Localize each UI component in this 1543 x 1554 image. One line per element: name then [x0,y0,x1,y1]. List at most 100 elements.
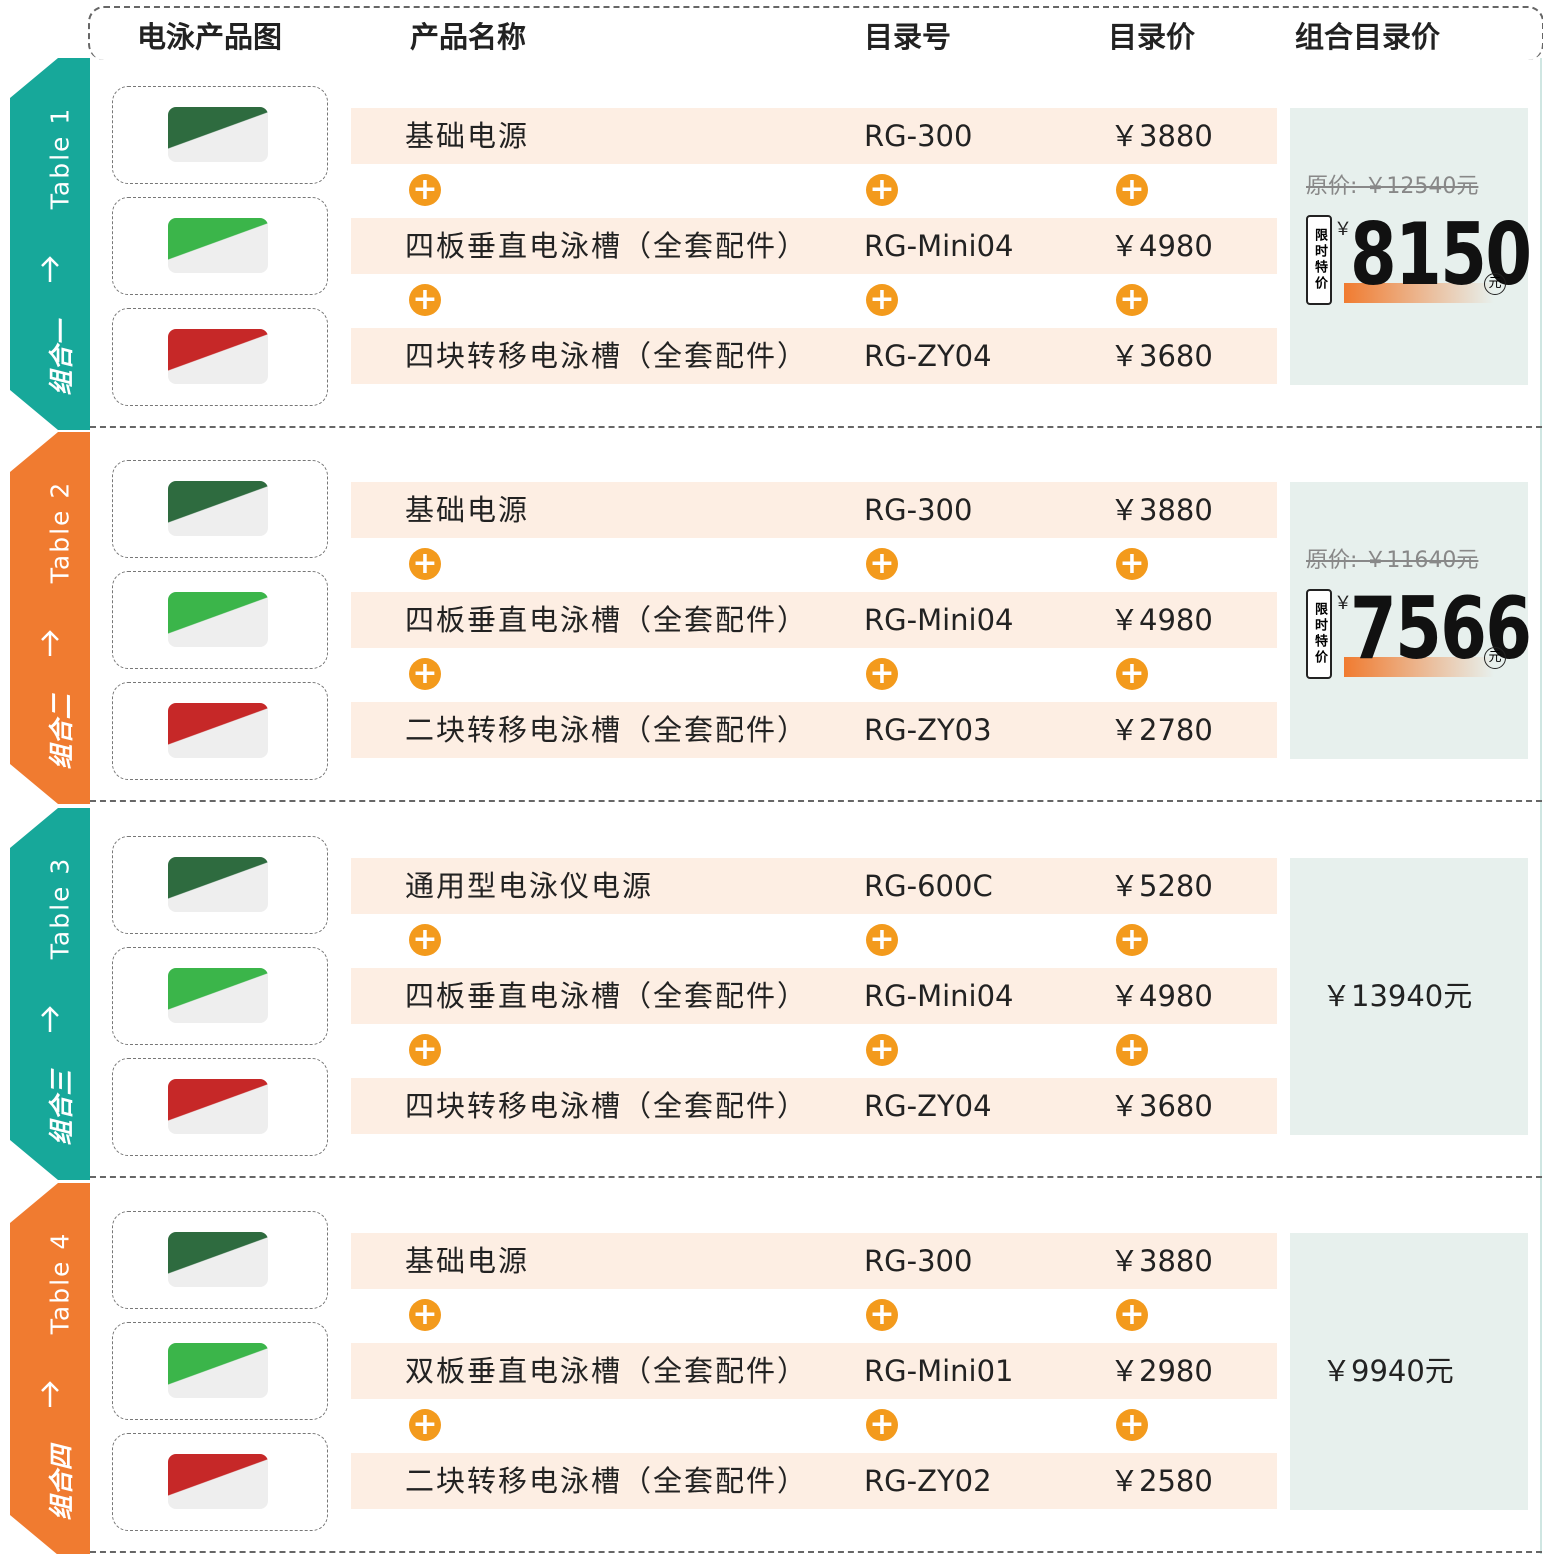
product-price: ￥3880 [1110,108,1213,164]
plus-icon: + [866,284,898,316]
product-price: ￥3680 [1110,1078,1213,1134]
plus-icon: + [1116,174,1148,206]
product-code: RG-Mini01 [864,1343,1014,1399]
product-name: 四块转移电泳槽（全套配件） [405,328,808,384]
plus-icon: + [409,1299,441,1331]
product-name: 四板垂直电泳槽（全套配件） [405,218,808,274]
product-image [112,682,328,780]
image-shape [168,1343,268,1398]
unit: 元 [1484,647,1506,669]
product-code: RG-300 [864,108,972,164]
tab-label: 组合三 [42,1070,78,1145]
unit: 元 [1484,273,1506,295]
product-name: 二块转移电泳槽（全套配件） [405,702,808,758]
plus-icon: + [409,548,441,580]
tab-title: Table 3 [46,857,75,960]
image-shape [168,968,268,1023]
header-col: 目录价 [1108,14,1195,56]
product-price: ￥2580 [1110,1453,1213,1509]
separator [90,800,1542,802]
plus-icon: + [1116,1034,1148,1066]
product-price: ￥5280 [1110,858,1213,914]
product-image [112,1322,328,1420]
product-price: ￥3880 [1110,482,1213,538]
product-code: RG-300 [864,482,972,538]
product-code: RG-Mini04 [864,218,1014,274]
plus-icon: + [866,1034,898,1066]
plus-icon: + [866,924,898,956]
header-col: 组合目录价 [1295,14,1440,56]
product-code: RG-ZY04 [864,1078,992,1134]
product-price: ￥3880 [1110,1233,1213,1289]
product-image [112,197,328,295]
plus-icon: + [866,548,898,580]
tab-title: Table 4 [46,1232,75,1335]
product-image [112,571,328,669]
plus-icon: + [409,174,441,206]
product-name: 四板垂直电泳槽（全套配件） [405,592,808,648]
product-name: 基础电源 [405,1233,529,1289]
product-code: RG-ZY02 [864,1453,992,1509]
plus-icon: + [1116,658,1148,690]
image-shape [168,329,268,384]
separator [90,1551,1542,1553]
combo-price: ￥9940元 [1322,1343,1454,1399]
product-name: 双板垂直电泳槽（全套配件） [405,1343,808,1399]
product-name: 通用型电泳仪电源 [405,858,653,914]
product-image [112,1058,328,1156]
image-shape [168,1232,268,1287]
product-price: ￥2980 [1110,1343,1213,1399]
product-price: ￥4980 [1110,218,1213,274]
product-name: 基础电源 [405,108,529,164]
header-col: 电泳产品图 [137,14,282,56]
image-shape [168,1454,268,1509]
original-price: 原价: ￥11640元 [1306,542,1478,574]
tab-title: Table 2 [46,481,75,584]
product-code: RG-Mini04 [864,968,1014,1024]
plus-icon: + [1116,284,1148,316]
badge: 限时特价 [1306,215,1332,305]
combo-price: ￥13940元 [1322,968,1472,1024]
plus-icon: + [409,924,441,956]
header-col: 产品名称 [410,14,526,56]
image-shape [168,857,268,912]
image-shape [168,1079,268,1134]
tab-label: 组合四 [42,1445,78,1520]
product-price: ￥4980 [1110,968,1213,1024]
product-name: 四板垂直电泳槽（全套配件） [405,968,808,1024]
plus-icon: + [866,658,898,690]
plus-icon: + [409,284,441,316]
plus-icon: + [1116,1299,1148,1331]
product-name: 四块转移电泳槽（全套配件） [405,1078,808,1134]
separator [90,426,1542,428]
plus-icon: + [1116,548,1148,580]
product-image [112,308,328,406]
product-price: ￥4980 [1110,592,1213,648]
right-edge [1540,58,1542,1554]
product-image [112,460,328,558]
image-shape [168,703,268,758]
tab-label: 组合二 [42,694,78,769]
product-code: RG-ZY04 [864,328,992,384]
product-price: ￥3680 [1110,328,1213,384]
product-name: 基础电源 [405,482,529,538]
separator [90,1176,1542,1178]
plus-icon: + [409,658,441,690]
header-col: 目录号 [864,14,951,56]
plus-icon: + [866,174,898,206]
product-code: RG-Mini04 [864,592,1014,648]
plus-icon: + [866,1299,898,1331]
image-shape [168,592,268,647]
product-code: RG-600C [864,858,993,914]
plus-icon: + [1116,1409,1148,1441]
tab-title: Table 1 [46,107,75,210]
product-image [112,86,328,184]
product-image [112,1433,328,1531]
image-shape [168,218,268,273]
product-image [112,1211,328,1309]
original-price: 原价: ￥12540元 [1306,168,1478,200]
badge: 限时特价 [1306,589,1332,679]
product-image [112,947,328,1045]
tab-label: 组合一 [42,320,78,395]
product-code: RG-ZY03 [864,702,992,758]
